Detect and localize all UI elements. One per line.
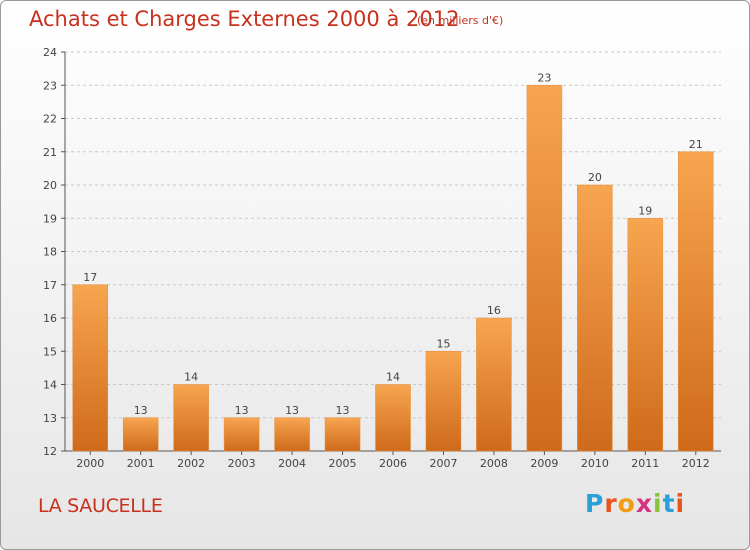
- y-tick-label: 19: [43, 212, 57, 225]
- x-tick-label: 2006: [379, 457, 407, 470]
- bar: [375, 384, 411, 452]
- x-tick-label: 2001: [127, 457, 155, 470]
- x-tick-label: 2007: [429, 457, 457, 470]
- bars: [72, 85, 714, 452]
- x-tick-label: 2009: [530, 457, 558, 470]
- data-label: 16: [487, 304, 501, 317]
- bar: [577, 184, 613, 452]
- y-tick-label: 15: [43, 345, 57, 358]
- y-tick-label: 12: [43, 445, 57, 458]
- y-tick-label: 16: [43, 312, 57, 325]
- y-tick-label: 13: [43, 412, 57, 425]
- y-tick-label: 20: [43, 179, 57, 192]
- x-tick-label: 2010: [581, 457, 609, 470]
- bar: [678, 151, 714, 452]
- bar: [425, 351, 462, 452]
- bar: [627, 218, 664, 452]
- x-tick-label: 2008: [480, 457, 508, 470]
- bar: [72, 284, 108, 452]
- data-label: 13: [235, 404, 249, 417]
- bar: [173, 384, 209, 452]
- x-tick-label: 2000: [76, 457, 104, 470]
- axes: 12 13 14 15 16 17 18 19 20 21 22 23 24: [43, 46, 721, 458]
- data-label: 23: [537, 71, 551, 84]
- bar: [476, 317, 512, 452]
- y-tick-label: 18: [43, 246, 57, 259]
- data-label: 13: [336, 404, 350, 417]
- y-tick-label: 24: [43, 46, 57, 59]
- chart-subtitle: (en milliers d'€): [417, 14, 504, 27]
- y-tick-label: 22: [43, 113, 57, 126]
- gridlines: [65, 51, 721, 419]
- y-tick-label: 23: [43, 79, 57, 92]
- y-tick-label: 21: [43, 146, 57, 159]
- x-tick-label: 2002: [177, 457, 205, 470]
- data-label: 21: [689, 138, 703, 151]
- data-label: 13: [134, 404, 148, 417]
- bar: [526, 85, 563, 452]
- labels: 17 2000 13 2001 14 2002 13 2003 13 2004 13 2005 14 20…: [76, 71, 710, 470]
- x-tick-label: 2012: [682, 457, 710, 470]
- x-tick-label: 2005: [329, 457, 357, 470]
- data-label: 14: [184, 371, 198, 384]
- proxiti-logo: Proxiti: [585, 489, 686, 518]
- bar: [324, 417, 361, 452]
- data-label: 17: [83, 271, 97, 284]
- bar: [122, 417, 159, 452]
- y-tick-label: 17: [43, 279, 57, 292]
- bar: [223, 417, 260, 452]
- data-label: 14: [386, 371, 400, 384]
- data-label: 13: [285, 404, 299, 417]
- data-label: 15: [436, 337, 450, 350]
- place-name: LA SAUCELLE: [38, 495, 163, 517]
- x-tick-label: 2011: [631, 457, 659, 470]
- x-tick-label: 2003: [228, 457, 256, 470]
- data-label: 19: [638, 204, 652, 217]
- x-tick-label: 2004: [278, 457, 306, 470]
- chart-title: Achats et Charges Externes 2000 à 2012: [29, 7, 460, 31]
- data-label: 20: [588, 171, 602, 184]
- y-tick-label: 14: [43, 379, 57, 392]
- bar: [274, 417, 310, 452]
